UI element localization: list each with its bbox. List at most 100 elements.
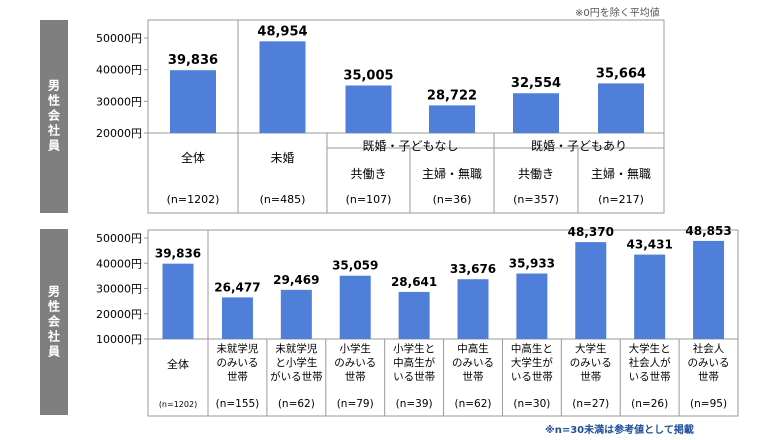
bottom-n-label: (n=62) [278,398,315,410]
top-category-label: 主婦・無職 [422,166,482,181]
bottom-category-label: 全体 [167,357,189,371]
bottom-category-label: 世帯 [580,370,601,383]
bottom-category-label: 中高生 [457,342,489,355]
top-value-label: 32,554 [511,76,561,91]
top-frame [147,19,665,214]
bottom-category-label: 社会人 [693,342,725,355]
top-category-label: 共働き [518,167,554,181]
top-category-label: 共働き [350,167,386,181]
top-category-label: 全体 [181,150,205,165]
bottom-bar [693,240,725,339]
top-n-label: (n=107) [346,193,392,206]
bottom-n-label: (n=39) [396,398,433,410]
bottom-n-label: (n=26) [631,398,668,410]
bottom-category-label: のみいる [334,357,376,369]
bottom-n-label: (n=30) [513,398,550,410]
bottom-value-label: 35,933 [509,257,555,271]
bottom-frame [147,229,739,417]
bottom-value-label: 43,431 [627,238,673,252]
bottom-category-label: 中高生が [393,356,435,369]
top-ytick-label: 40000円 [96,64,142,77]
bottom-category-label: 中高生と [511,342,553,355]
bottom-value-label: 48,853 [685,224,731,238]
bottom-category-label: 世帯 [345,370,366,383]
top-category-label: 未婚 [270,151,294,165]
bottom-category-label: のみいる [452,357,494,369]
top-category-label: 主婦・無職 [591,166,651,181]
bottom-category-label: 未就学児 [216,342,258,355]
bottom-ytick-label: 50000円 [96,232,142,245]
bottom-value-label: 28,641 [391,275,437,289]
top-group-label: 既婚・子どもあり [531,139,627,153]
bottom-bar [634,254,666,339]
bottom-value-label: 29,469 [273,273,319,287]
top-n-label: (n=1202) [167,193,220,206]
top-bar [259,41,306,133]
top-value-label: 35,664 [596,66,646,81]
top-n-label: (n=485) [260,193,306,206]
bottom-category-label: いる世帯 [629,370,671,383]
bottom-category-label: と小学生 [275,356,317,369]
top-bar [170,70,216,133]
bottom-n-label: (n=27) [572,398,609,410]
top-n-label: (n=36) [433,193,472,206]
bottom-bar [516,273,548,339]
bottom-note: ※n=30未満は参考値として掲載 [545,425,694,436]
top-n-label: (n=217) [598,193,644,206]
top-value-label: 48,954 [257,24,307,39]
bottom-category-label: のみいる [570,357,612,369]
bottom-category-label: 大学生が [511,356,553,369]
bottom-ytick-label: 20000円 [96,308,142,321]
top-group-label: 既婚・子どもなし [362,139,458,153]
bottom-value-label: 35,059 [332,259,378,273]
bottom-n-label: (n=155) [216,398,260,410]
bottom-category-label: のみいる [216,357,258,369]
bottom-value-label: 33,676 [450,262,496,276]
bottom-value-label: 39,836 [155,247,201,261]
bottom-n-label: (n=79) [337,398,374,410]
bottom-category-label: 世帯 [227,370,248,383]
side-label-top: 男性会社員 [40,20,68,213]
bottom-category-label: がいる世帯 [270,370,323,383]
top-ytick-label: 30000円 [96,95,142,108]
bottom-category-label: のみいる [688,357,730,369]
bottom-n-label: (n=62) [454,398,491,410]
top-bar [598,83,644,133]
bottom-bar [339,275,371,339]
bottom-category-label: 社会人が [629,356,671,369]
top-bar [429,105,475,133]
bottom-bar [162,263,194,339]
bottom-bar [398,291,430,339]
bottom-category-label: 大学生 [575,342,607,355]
bottom-category-label: いる世帯 [393,370,435,383]
bottom-category-label: 大学生と [629,342,671,355]
bottom-value-label: 26,477 [214,280,260,294]
bottom-category-label: 世帯 [698,370,719,383]
bottom-ytick-label: 30000円 [96,283,142,296]
top-value-label: 35,005 [343,68,393,83]
bottom-category-label: いる世帯 [511,370,553,383]
bottom-n-label: (n=95) [690,398,727,410]
bottom-category-label: 世帯 [463,370,484,383]
bottom-ytick-label: 40000円 [96,257,142,270]
top-value-label: 39,836 [168,53,218,68]
bottom-category-label: 未就学児 [275,342,317,355]
top-n-label: (n=357) [513,193,559,206]
top-ytick-label: 20000円 [96,127,142,140]
bottom-category-label: 小学生と [393,342,435,355]
bottom-category-label: 小学生 [339,342,371,355]
side-label-bottom: 男性会社員 [40,229,68,415]
bottom-bar [575,242,607,339]
bottom-ytick-label: 10000円 [96,333,142,346]
top-note: ※0円を除く平均値 [575,8,660,19]
top-value-label: 28,722 [427,88,477,103]
bottom-bar [457,279,489,339]
top-bar [513,93,559,133]
bottom-bar [280,289,312,339]
bottom-value-label: 48,370 [568,225,614,239]
top-bar [345,85,392,133]
bottom-n-label: (n=1202) [159,400,197,409]
top-ytick-label: 50000円 [96,32,142,45]
bottom-bar [221,297,253,339]
